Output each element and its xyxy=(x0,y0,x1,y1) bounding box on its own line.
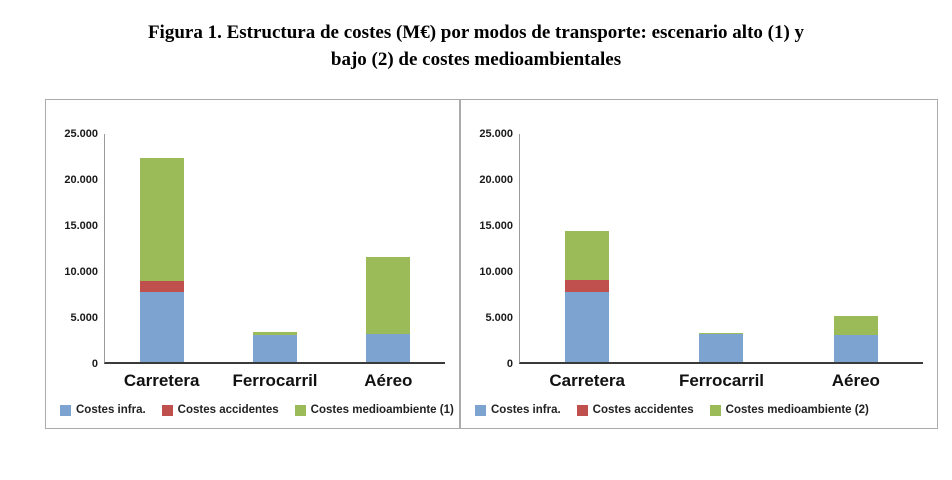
charts-container: 0 5.000 10.000 15.000 20.000 25.000 Carretera… xyxy=(0,99,952,430)
legend: Costes infra. Costes accidentes Costes med… xyxy=(475,400,923,420)
bar-slot xyxy=(654,134,788,363)
bar-segment xyxy=(366,257,411,334)
y-tick-label: 15.000 xyxy=(479,220,513,233)
stacked-bar-carretera xyxy=(565,134,610,363)
y-tick-label: 25.000 xyxy=(479,128,513,141)
bar-segment xyxy=(699,333,744,335)
category-label: Ferrocarril xyxy=(678,371,765,391)
bar-slot xyxy=(218,134,331,363)
x-axis-labels: Carretera Ferrocarril Aéreo xyxy=(520,364,923,398)
legend-item: Costes infra. xyxy=(60,404,146,416)
legend-item: Costes medioambiente (1) xyxy=(294,404,454,417)
bar-slot xyxy=(105,134,218,363)
legend-swatch-icon xyxy=(60,404,71,416)
legend-swatch-icon xyxy=(294,404,306,416)
bar-slot xyxy=(789,134,923,363)
legend-label: Costes accidentes xyxy=(592,404,694,417)
y-tick-label: 10.000 xyxy=(479,266,513,279)
x-axis-labels: Carretera Ferrocarril Aéreo xyxy=(105,364,445,398)
stacked-bar-ferrocarril xyxy=(252,134,297,363)
bar-segment xyxy=(565,291,610,363)
bar-segment xyxy=(833,315,878,335)
legend-swatch-icon xyxy=(161,404,173,416)
y-tick-label: 5.000 xyxy=(70,312,98,325)
bar-segment xyxy=(366,333,411,363)
figure-title: Figura 1. Estructura de costes (M€) por … xyxy=(36,20,916,73)
y-tick-label: 20.000 xyxy=(64,174,98,187)
bar-segment xyxy=(252,334,297,363)
y-axis: 0 5.000 10.000 15.000 20.000 25.000 xyxy=(56,128,104,370)
legend-swatch-icon xyxy=(709,404,721,416)
y-tick-label: 5.000 xyxy=(485,312,513,325)
plot-area xyxy=(104,134,445,365)
legend-item: Costes medioambiente (2) xyxy=(709,404,869,417)
bar-segment xyxy=(252,332,297,335)
category-label: Ferrocarril xyxy=(232,371,318,391)
legend-swatch-icon xyxy=(475,404,486,416)
plot-row: 0 5.000 10.000 15.000 20.000 25.000 xyxy=(471,128,923,370)
y-tick-label: 10.000 xyxy=(64,266,98,279)
y-tick-label: 25.000 xyxy=(64,128,98,141)
bar-slot xyxy=(332,134,445,363)
figure-title-line-2: bajo (2) de costes medioambientales xyxy=(330,48,622,70)
legend-swatch-icon xyxy=(576,404,588,416)
chart-panel-scenario-1: 0 5.000 10.000 15.000 20.000 25.000 Carretera… xyxy=(45,99,460,430)
bar-segment xyxy=(833,334,878,363)
bar-segment xyxy=(139,157,184,282)
stacked-bar-aéreo xyxy=(366,134,411,363)
legend-label: Costes medioambiente (2) xyxy=(725,404,869,417)
y-tick-label: 20.000 xyxy=(479,174,513,187)
bar-segment xyxy=(565,230,610,281)
legend-label: Costes accidentes xyxy=(177,404,279,417)
bar-segment xyxy=(139,281,184,292)
category-label: Aéreo xyxy=(831,371,880,391)
y-tick-label: 15.000 xyxy=(64,220,98,233)
stacked-bar-carretera xyxy=(139,134,184,363)
y-axis: 0 5.000 10.000 15.000 20.000 25.000 xyxy=(471,128,519,370)
category-label: Carretera xyxy=(549,371,625,391)
bar-segment xyxy=(139,291,184,363)
legend-item: Costes infra. xyxy=(475,404,561,416)
plot-area xyxy=(519,134,923,365)
figure-title-line-1: Figura 1. Estructura de costes (M€) por … xyxy=(147,22,805,43)
category-label: Aéreo xyxy=(364,371,413,391)
plot-row: 0 5.000 10.000 15.000 20.000 25.000 xyxy=(56,128,445,370)
legend-item: Costes accidentes xyxy=(161,404,279,417)
legend-item: Costes accidentes xyxy=(576,404,694,417)
legend-label: Costes infra. xyxy=(491,404,561,417)
stacked-bar-ferrocarril xyxy=(699,134,744,363)
legend-label: Costes medioambiente (1) xyxy=(310,404,454,417)
chart-panel-scenario-2: 0 5.000 10.000 15.000 20.000 25.000 Carretera… xyxy=(460,99,938,430)
legend-label: Costes infra. xyxy=(76,404,146,417)
category-label: Carretera xyxy=(123,371,200,391)
stacked-bar-aéreo xyxy=(833,134,878,363)
legend: Costes infra. Costes accidentes Costes med… xyxy=(60,400,454,420)
bar-segment xyxy=(565,280,610,292)
bar-segment xyxy=(699,334,744,363)
bar-slot xyxy=(520,134,654,363)
y-tick-label: 0 xyxy=(506,358,513,371)
y-tick-label: 0 xyxy=(91,358,98,371)
